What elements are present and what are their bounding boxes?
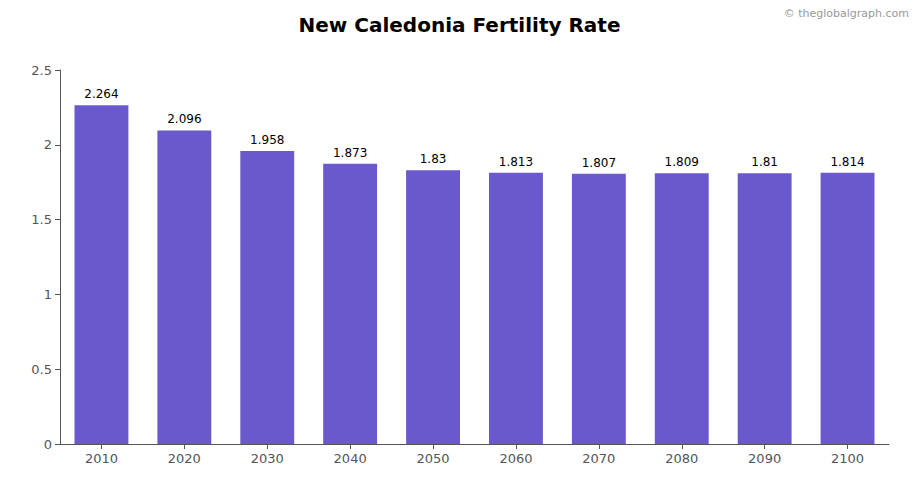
svg-text:2040: 2040 (334, 451, 367, 466)
svg-text:2.5: 2.5 (31, 63, 52, 78)
svg-text:1.807: 1.807 (582, 156, 616, 170)
svg-text:2030: 2030 (251, 451, 284, 466)
svg-text:2010: 2010 (85, 451, 118, 466)
svg-text:2060: 2060 (499, 451, 532, 466)
svg-text:0: 0 (44, 437, 52, 452)
svg-text:2070: 2070 (582, 451, 615, 466)
svg-text:1.83: 1.83 (420, 152, 447, 166)
svg-text:1.873: 1.873 (333, 146, 367, 160)
svg-text:2.264: 2.264 (84, 87, 118, 101)
svg-text:1.5: 1.5 (31, 212, 52, 227)
svg-text:2.096: 2.096 (167, 112, 201, 126)
svg-text:1.809: 1.809 (665, 155, 699, 169)
svg-text:1.958: 1.958 (250, 133, 284, 147)
svg-text:2090: 2090 (748, 451, 781, 466)
svg-text:0.5: 0.5 (31, 362, 52, 377)
svg-text:2: 2 (44, 137, 52, 152)
svg-text:1: 1 (44, 287, 52, 302)
svg-text:2020: 2020 (168, 451, 201, 466)
svg-text:New Caledonia Fertility Rate: New Caledonia Fertility Rate (299, 13, 621, 37)
svg-text:1.814: 1.814 (830, 155, 864, 169)
svg-text:2100: 2100 (831, 451, 864, 466)
svg-text:2080: 2080 (665, 451, 698, 466)
svg-text:2050: 2050 (417, 451, 450, 466)
svg-text:© theglobalgraph.com: © theglobalgraph.com (784, 7, 909, 20)
svg-text:1.81: 1.81 (751, 155, 778, 169)
svg-text:1.813: 1.813 (499, 155, 533, 169)
